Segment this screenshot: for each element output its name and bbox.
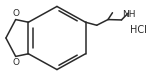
Text: O: O [12,9,19,18]
Text: O: O [12,58,19,67]
Text: HCl: HCl [130,25,147,35]
Text: NH: NH [122,10,136,19]
